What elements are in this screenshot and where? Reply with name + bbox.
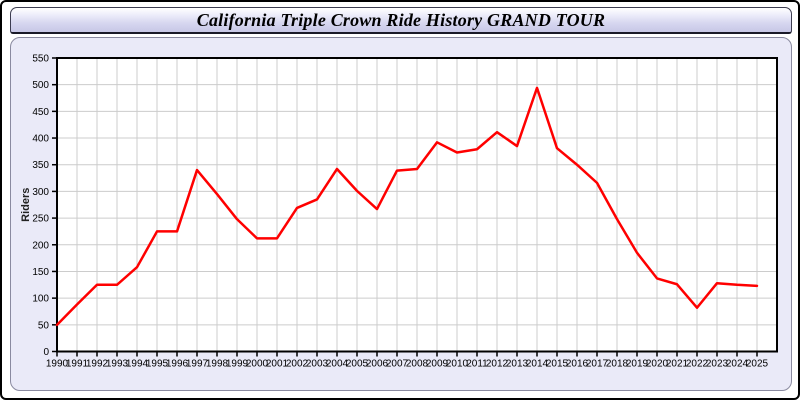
x-tick-label: 2020 <box>646 359 669 370</box>
x-tick-label: 1992 <box>86 359 109 370</box>
y-tick-label: 500 <box>32 80 49 91</box>
x-tick-label: 1995 <box>146 359 169 370</box>
x-tick-label: 2006 <box>366 359 389 370</box>
x-tick-label: 1996 <box>166 359 189 370</box>
x-tick-label: 2000 <box>246 359 269 370</box>
x-tick-label: 2017 <box>586 359 609 370</box>
x-tick-label: 2014 <box>526 359 549 370</box>
x-tick-label: 1991 <box>66 359 89 370</box>
x-tick-label: 2004 <box>326 359 349 370</box>
y-tick-label: 100 <box>32 294 49 305</box>
y-tick-label: 350 <box>32 160 49 171</box>
x-tick-label: 1999 <box>226 359 249 370</box>
x-tick-label: 1994 <box>126 359 149 370</box>
riders-series-line <box>55 86 759 327</box>
x-tick-label: 2025 <box>746 359 769 370</box>
x-tick-label: 2003 <box>306 359 329 370</box>
y-tick-label: 0 <box>43 347 49 358</box>
y-tick-label: 550 <box>32 54 49 65</box>
x-tick-label: 2022 <box>686 359 709 370</box>
x-tick-label: 2018 <box>606 359 629 370</box>
x-tick-label: 2001 <box>266 359 289 370</box>
x-tick-label: 2010 <box>446 359 469 370</box>
x-tick-label: 2013 <box>506 359 529 370</box>
x-tick-label: 2007 <box>386 359 409 370</box>
y-tick-label: 200 <box>32 240 49 251</box>
y-tick-label: 400 <box>32 134 49 145</box>
x-tick-label: 2009 <box>426 359 449 370</box>
chart-title-bar: California Triple Crown Ride History GRA… <box>10 7 792 34</box>
y-tick-label: 50 <box>38 320 50 331</box>
y-tick-label: 450 <box>32 107 49 118</box>
y-tick-label: 300 <box>32 187 49 198</box>
x-tick-label: 1993 <box>106 359 129 370</box>
x-tick-label: 2011 <box>466 359 488 370</box>
x-tick-label: 2012 <box>486 359 509 370</box>
x-tick-label: 2024 <box>726 359 749 370</box>
x-tick-label: 2008 <box>406 359 429 370</box>
x-tick-label: 1997 <box>186 359 209 370</box>
x-tick-label: 2016 <box>566 359 589 370</box>
x-tick-label: 2021 <box>666 359 689 370</box>
x-tick-label: 2019 <box>626 359 649 370</box>
x-tick-label: 2023 <box>706 359 729 370</box>
x-tick-label: 2015 <box>546 359 569 370</box>
chart-title: California Triple Crown Ride History GRA… <box>196 9 606 30</box>
x-tick-label: 2005 <box>346 359 369 370</box>
y-tick-label: 250 <box>32 214 49 225</box>
y-axis-label: Riders <box>20 188 32 222</box>
x-tick-label: 2002 <box>286 359 309 370</box>
x-tick-label: 1998 <box>206 359 229 370</box>
x-tick-label: 1990 <box>46 359 69 370</box>
y-tick-label: 150 <box>32 267 49 278</box>
